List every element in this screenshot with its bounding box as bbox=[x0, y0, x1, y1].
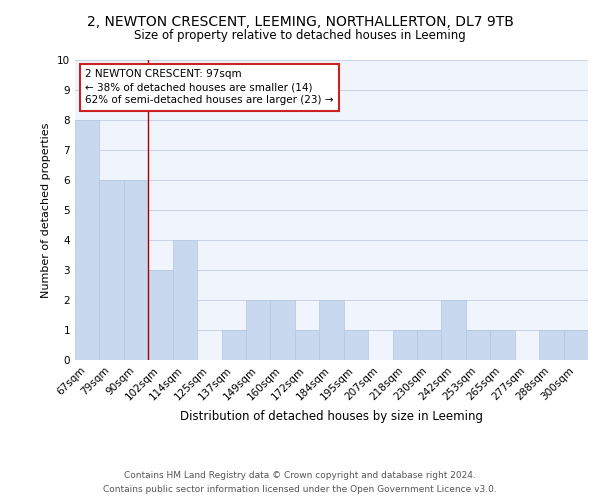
Text: 2, NEWTON CRESCENT, LEEMING, NORTHALLERTON, DL7 9TB: 2, NEWTON CRESCENT, LEEMING, NORTHALLERT… bbox=[86, 16, 514, 30]
Bar bbox=[466, 330, 490, 360]
Bar bbox=[246, 300, 271, 360]
Bar bbox=[539, 330, 563, 360]
Bar bbox=[271, 300, 295, 360]
Bar bbox=[417, 330, 442, 360]
Bar bbox=[75, 120, 100, 360]
Bar bbox=[442, 300, 466, 360]
Bar bbox=[319, 300, 344, 360]
Bar bbox=[173, 240, 197, 360]
Text: Size of property relative to detached houses in Leeming: Size of property relative to detached ho… bbox=[134, 30, 466, 43]
Bar bbox=[124, 180, 148, 360]
Bar bbox=[392, 330, 417, 360]
Bar bbox=[100, 180, 124, 360]
Text: Contains public sector information licensed under the Open Government Licence v3: Contains public sector information licen… bbox=[103, 484, 497, 494]
Bar bbox=[221, 330, 246, 360]
Bar bbox=[344, 330, 368, 360]
Text: Contains HM Land Registry data © Crown copyright and database right 2024.: Contains HM Land Registry data © Crown c… bbox=[124, 472, 476, 480]
Text: 2 NEWTON CRESCENT: 97sqm
← 38% of detached houses are smaller (14)
62% of semi-d: 2 NEWTON CRESCENT: 97sqm ← 38% of detach… bbox=[85, 69, 334, 106]
Bar bbox=[563, 330, 588, 360]
Bar bbox=[490, 330, 515, 360]
Bar bbox=[295, 330, 319, 360]
X-axis label: Distribution of detached houses by size in Leeming: Distribution of detached houses by size … bbox=[180, 410, 483, 423]
Y-axis label: Number of detached properties: Number of detached properties bbox=[41, 122, 52, 298]
Bar bbox=[148, 270, 173, 360]
